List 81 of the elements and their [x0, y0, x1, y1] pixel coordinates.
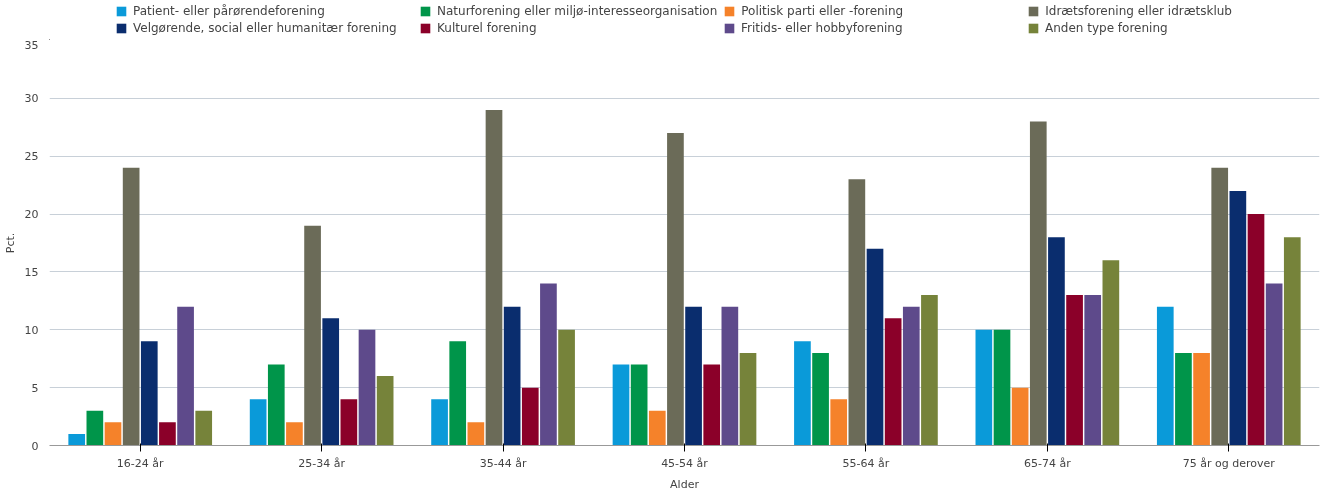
bar: [993, 329, 1011, 446]
bar: [86, 410, 104, 446]
bar: [1156, 306, 1174, 446]
y-tick-label: 35: [24, 38, 39, 52]
bar: [286, 422, 303, 446]
x-tick-label: 35-44 år: [479, 456, 527, 470]
y-tick-label: 10: [24, 323, 39, 337]
bar: [1211, 167, 1229, 446]
x-axis-title: Alder: [670, 477, 700, 491]
bar: [467, 422, 485, 446]
bar: [975, 329, 993, 446]
bar: [540, 283, 557, 446]
y-tick-label: 20: [24, 208, 39, 222]
bar: [449, 341, 467, 446]
bar: [1048, 237, 1065, 446]
bar: [267, 364, 285, 446]
x-tick-label: 25-34 år: [298, 456, 346, 470]
bar: [358, 329, 376, 446]
y-axis-title: Pct.: [3, 232, 17, 254]
y-tick-label: 30: [24, 92, 39, 106]
bar: [195, 410, 213, 446]
bar: [1066, 295, 1083, 446]
bar: [159, 422, 176, 446]
bar: [902, 306, 920, 446]
bar: [685, 306, 702, 446]
legend-label: Patient- eller pårørendeforening: [133, 4, 326, 18]
bar: [558, 329, 575, 446]
bar: [1029, 121, 1047, 446]
legend-label: Kulturel forening: [437, 21, 538, 35]
bar: [667, 133, 684, 446]
bar: [612, 364, 630, 446]
legend-label: Idrætsforening eller idrætsklub: [1045, 4, 1233, 18]
bar: [521, 387, 539, 446]
bar: [1229, 190, 1247, 446]
bar: [848, 179, 866, 446]
y-tick-label: 15: [24, 265, 39, 279]
bar: [249, 399, 267, 446]
bar: [503, 306, 521, 446]
bar: [739, 352, 757, 446]
bar: [721, 306, 739, 446]
y-tick-label: 25: [24, 150, 39, 164]
bar: [1193, 352, 1210, 446]
bar: [794, 341, 811, 446]
bar: [812, 352, 829, 446]
bar: [1011, 387, 1029, 446]
legend-label: Velgørende, social eller humanitær forening: [133, 21, 398, 35]
bar: [1102, 260, 1120, 446]
bar: [1265, 283, 1283, 446]
x-tick-label: 75 år og derover: [1182, 456, 1276, 470]
bar: [884, 318, 902, 446]
bar: [921, 295, 938, 446]
bar: [376, 376, 394, 446]
bar: [630, 364, 648, 446]
x-tick-label: 45-54 år: [661, 456, 709, 470]
x-tick-label: 65-74 år: [1024, 456, 1072, 470]
x-tick-label: 16-24 år: [116, 456, 165, 470]
bar: [177, 306, 194, 446]
legend-label: Politisk parti eller -forening: [741, 4, 905, 18]
bar: [1247, 214, 1265, 446]
bar: [830, 399, 848, 446]
legend-label: Naturforening eller miljø-interesseorganisation: [437, 4, 718, 18]
bar: [104, 422, 122, 446]
bar: [703, 364, 721, 446]
bar: [866, 248, 884, 446]
bar: [1175, 352, 1192, 446]
bar: [1283, 237, 1301, 446]
bar: [340, 399, 358, 446]
legend-label: Fritids- eller hobbyforening: [741, 21, 904, 35]
bar: [431, 399, 448, 446]
bar: [122, 167, 140, 446]
bar: [485, 109, 503, 446]
y-tick-label: 5: [31, 381, 39, 395]
x-tick-label: 55-64 år: [842, 456, 890, 470]
bar: [1084, 295, 1102, 446]
y-tick-label: 0: [31, 439, 39, 453]
bar: [68, 433, 86, 446]
bar: [140, 341, 158, 446]
bar: [304, 225, 321, 446]
bar: [322, 318, 340, 446]
legend-label: Anden type forening: [1045, 21, 1169, 35]
bar: [648, 410, 666, 446]
